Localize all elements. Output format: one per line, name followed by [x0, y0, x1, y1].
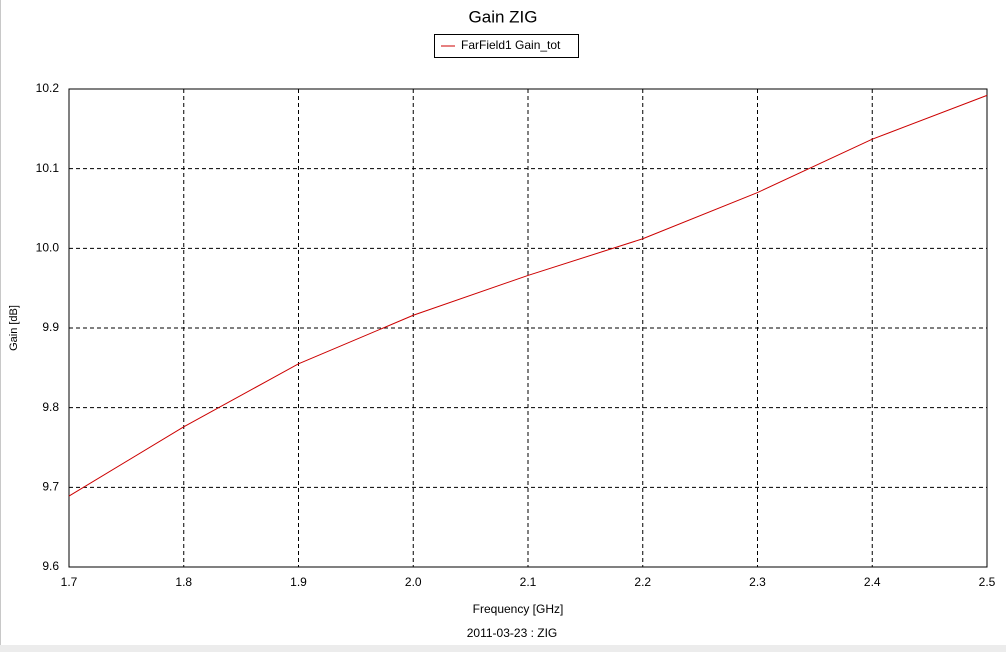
x-tick-label: 1.9: [290, 575, 307, 589]
x-tick-label: 2.2: [634, 575, 651, 589]
y-tick-label: 9.8: [42, 400, 59, 414]
x-tick-label: 2.0: [405, 575, 422, 589]
y-tick-label: 9.6: [42, 559, 59, 573]
x-tick-label: 2.5: [979, 575, 996, 589]
legend-box: [434, 34, 579, 58]
x-tick-label: 2.1: [520, 575, 537, 589]
status-strip: [0, 645, 1006, 652]
x-tick-label: 2.4: [864, 575, 881, 589]
x-tick-label: 2.3: [749, 575, 766, 589]
y-tick-label: 9.9: [42, 320, 59, 334]
y-tick-label: 10.1: [36, 161, 60, 175]
y-tick-label: 10.2: [36, 81, 60, 95]
legend-label: FarField1 Gain_tot: [461, 38, 561, 52]
footer: 2011-03-23 : ZIG: [467, 626, 558, 640]
x-tick-label: 1.7: [61, 575, 78, 589]
chart-title: Gain ZIG: [469, 7, 538, 26]
y-tick-label: 9.7: [42, 480, 59, 494]
y-tick-label: 10.0: [36, 241, 60, 255]
x-tick-label: 1.8: [175, 575, 192, 589]
y-axis-label: Gain [dB]: [8, 305, 20, 351]
data-line: [68, 94, 988, 497]
plot-frame: [68, 88, 988, 568]
x-axis-label: Frequency [GHz]: [473, 602, 564, 616]
